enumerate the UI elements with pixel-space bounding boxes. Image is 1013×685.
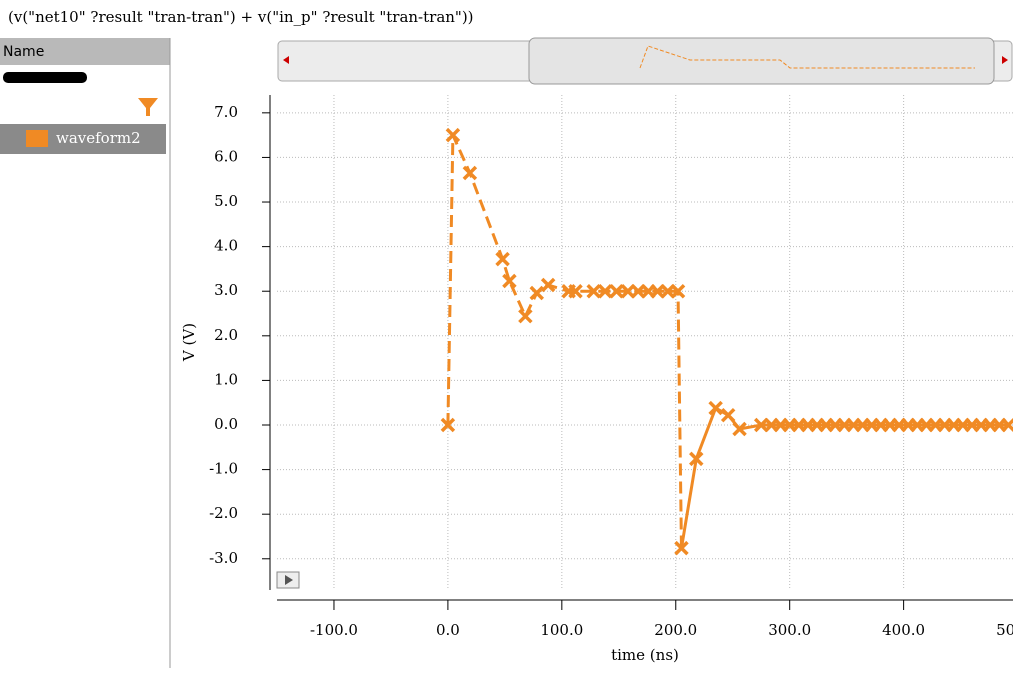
y-tick-label: -1.0 [209, 460, 238, 478]
y-tick-label: 2.0 [214, 326, 238, 344]
y-tick-label: 0.0 [214, 415, 238, 433]
sidebar-header [0, 38, 170, 65]
point-marker [586, 283, 601, 299]
point-marker [529, 285, 545, 301]
scroll-thumb[interactable] [528, 37, 995, 85]
point-marker [670, 283, 686, 299]
x-tick-label: 200.0 [654, 621, 697, 639]
x-tick-label: 400.0 [882, 621, 925, 639]
item-label: waveform2 [56, 129, 141, 147]
point-marker [689, 451, 704, 467]
y-tick-label: 4.0 [214, 237, 238, 255]
point-marker [732, 421, 747, 437]
overview-trace [639, 45, 975, 69]
item-swatch [26, 130, 48, 147]
x-tick-label: 500.0 [996, 621, 1013, 639]
sidebar-header-label: Name [3, 44, 44, 60]
point-marker [568, 283, 583, 299]
x-axis-label: time (ns) [611, 646, 679, 664]
point-marker [674, 540, 689, 556]
y-tick-label: 3.0 [214, 281, 238, 299]
point-marker [445, 127, 461, 143]
filter-icon[interactable] [138, 98, 158, 116]
redacted [3, 72, 87, 83]
point-marker [462, 165, 478, 181]
x-tick-label: 300.0 [768, 621, 811, 639]
scroll-left[interactable] [283, 56, 289, 64]
y-axis-label: V (V) [180, 323, 198, 362]
x-tick-label: 100.0 [540, 621, 583, 639]
y-tick-label: -2.0 [209, 504, 238, 522]
point-marker [440, 417, 456, 433]
scroll-right[interactable] [1002, 56, 1008, 64]
point-marker [1001, 417, 1013, 433]
point-marker [495, 251, 510, 267]
point-marker [597, 283, 613, 299]
point-marker [518, 308, 533, 324]
point-marker [708, 400, 723, 416]
y-tick-label: 5.0 [214, 192, 238, 210]
play-icon [285, 575, 293, 585]
expression: (v("net10" ?result "tran-tran") + v("in_… [8, 8, 474, 26]
point-marker [502, 273, 517, 289]
y-tick-label: 6.0 [214, 147, 238, 165]
x-tick-label: -100.0 [310, 621, 358, 639]
point-marker [540, 277, 556, 293]
y-tick-label: 1.0 [214, 370, 238, 388]
y-tick-label: 7.0 [214, 103, 238, 121]
point-marker [609, 283, 624, 299]
point-marker [720, 407, 736, 423]
y-tick-label: -3.0 [209, 549, 238, 567]
x-tick-label: 0.0 [436, 621, 460, 639]
